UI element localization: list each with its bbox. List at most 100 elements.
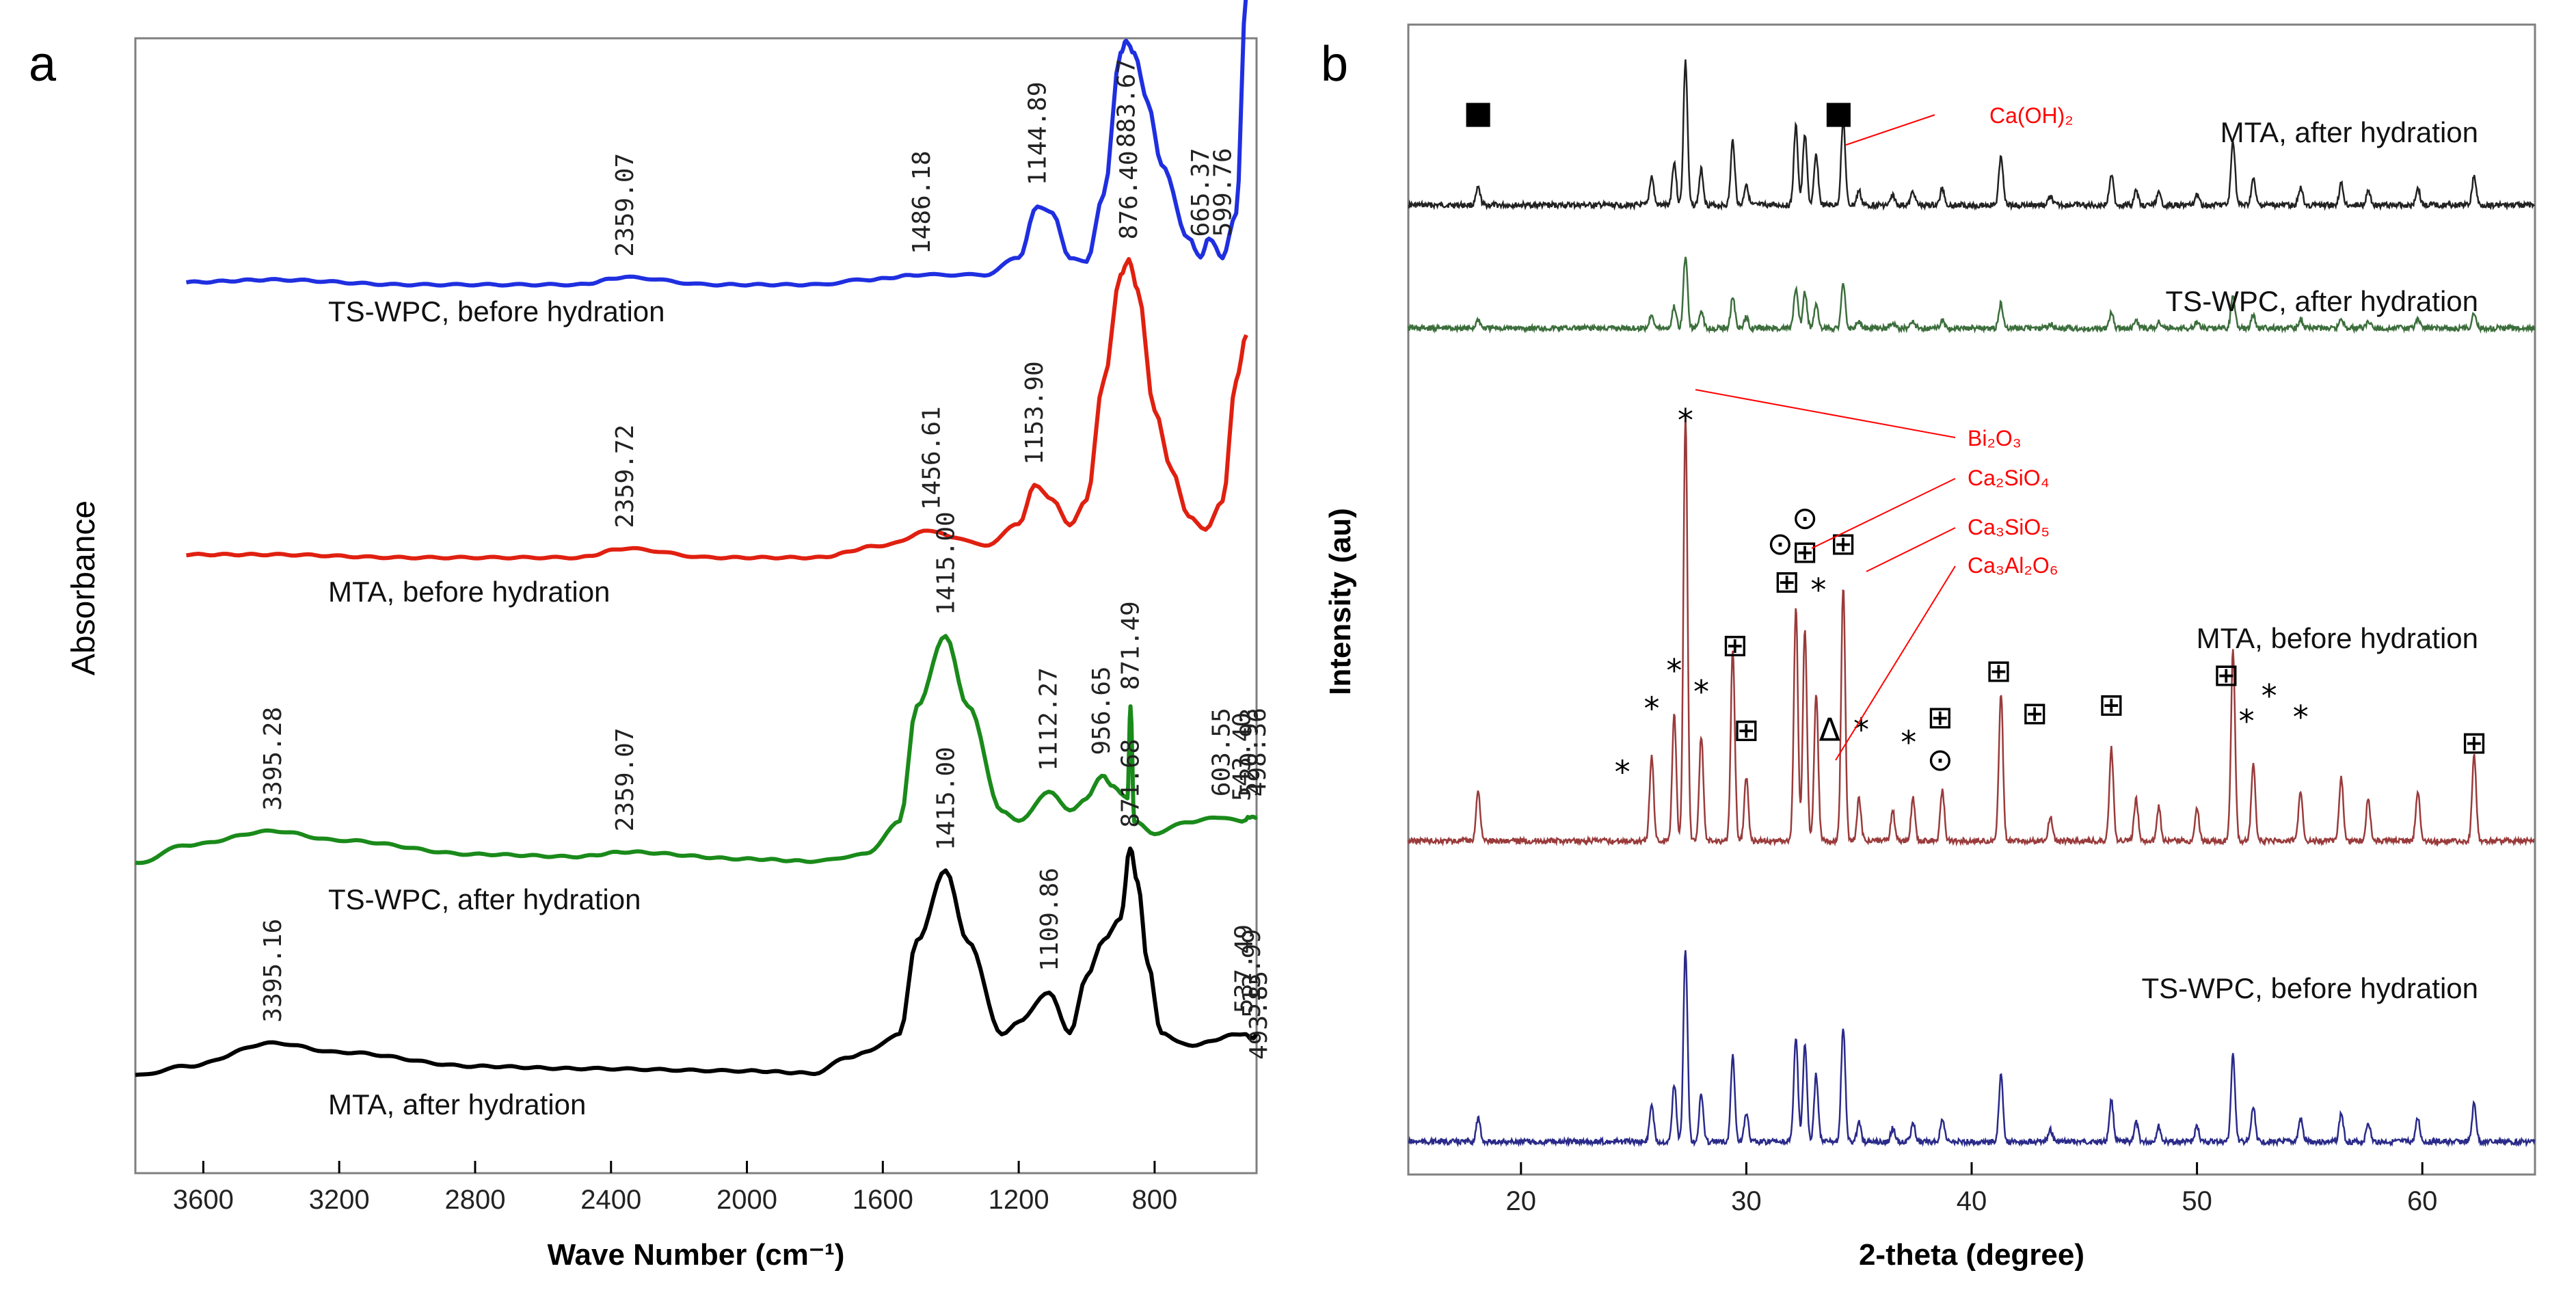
panel-b-phase-marker: ⊙ (1767, 525, 1794, 562)
panel-a-peak-label: 1153.90 (1021, 361, 1049, 465)
panel-a-series-group (135, 0, 1259, 1077)
panel-a-peak-label: 498.36 (1244, 708, 1272, 796)
panel-a-peak-label: 956.65 (1088, 666, 1116, 755)
panel-b-phase-marker: * (2262, 678, 2277, 714)
panel-letter-a: a (29, 37, 57, 92)
panel-a-series-labels: TS-WPC, before hydration MTA, before hydr… (328, 295, 665, 1121)
panel-b-phase-marker: * (1615, 754, 1631, 791)
panel-b-x-tick-label: 40 (1957, 1186, 1987, 1216)
panel-b-series-label-3: TS-WPC, before hydration (2141, 972, 2478, 1004)
panel-a-peak-label: 520.93 (1236, 708, 1264, 796)
panel-a-peak-label: 1456.61 (918, 406, 946, 510)
panel-b-series-line-0 (1408, 59, 2536, 211)
panel-a-peak-label: 2359.07 (611, 727, 639, 831)
panel-b-series-labels: MTA, after hydration TS-WPC, after hydrat… (2141, 116, 2478, 1004)
panel-b-phase-marker: ⊞ (1773, 563, 1800, 600)
panel-b-phase-marker: * (2293, 699, 2309, 736)
panel-b-phase-marker: ⊙ (1792, 500, 1819, 537)
panel-b-legend-leader (1695, 389, 1956, 438)
panel-b-legend-leader (1866, 527, 1956, 572)
panel-a-series-line-0 (185, 0, 1248, 288)
panel-b-legend-leader (1845, 114, 1935, 146)
panel-a-peak-label: 493.85 (1245, 971, 1273, 1060)
panel-b-phase-marker: ⊞ (1792, 533, 1819, 570)
panel-a-y-axis-label: Absorbance (66, 500, 102, 675)
panel-b-phase-marker: * (1643, 690, 1659, 727)
panel-b-series-line-3 (1408, 950, 2536, 1148)
panel-a-x-tick-label: 1200 (989, 1185, 1049, 1215)
panel-b-phase-marker: ⊞ (2213, 656, 2240, 693)
panel-a-x-axis: 3600 3200 2800 2400 2000 1600 1200 800 (173, 1161, 1177, 1215)
panel-b-phase-marker: * (1853, 712, 1869, 749)
panel-b-legend-compound: Ca₃Al₂O₆ (1968, 553, 2058, 578)
panel-b-x-tick-label: 30 (1731, 1186, 1762, 1216)
panel-b-y-axis-label: Intensity (au) (1324, 508, 1357, 695)
panel-a-peak-label: 1486.18 (908, 150, 936, 254)
panel-b-series-label-2: MTA, before hydration (2197, 622, 2478, 654)
panel-b-x-axis: 20 30 40 50 60 (1506, 1162, 2438, 1216)
panel-b-series-label-1: TS-WPC, after hydration (2166, 285, 2478, 317)
panel-b-phase-marker: ■ (1824, 94, 1853, 131)
panel-a-x-axis-label: Wave Number (cm⁻¹) (548, 1238, 845, 1272)
panel-a-peak-label: 3395.28 (259, 707, 287, 811)
panel-a-peak-label: 876.40 (1115, 150, 1143, 239)
panel-b-phase-marker: * (2239, 703, 2255, 740)
panel-b-x-tick-label: 60 (2407, 1186, 2438, 1216)
panel-b-phase-marker: * (1678, 402, 1693, 439)
panel-a-peak-label: 603.55 (1208, 708, 1236, 796)
panel-b-phase-markers: ■ ■*****⊞⊞⊙⊞⊞⊙*⊞Δ * *⊞⊙⊞⊞ ⊞⊞***⊞ (1463, 94, 2487, 791)
panel-a-series-label-1: MTA, before hydration (328, 576, 610, 608)
panel-b-phase-marker: * (1666, 652, 1682, 689)
panel-a-series-label-3: MTA, after hydration (328, 1088, 586, 1121)
panel-a-series-label-0: TS-WPC, before hydration (328, 295, 665, 327)
panel-a-series-label-2: TS-WPC, after hydration (328, 883, 641, 915)
panel-b-phase-marker: ⊞ (2022, 695, 2048, 732)
panel-b-phase-marker: ⊞ (1927, 699, 1954, 736)
panel-b-phase-marker: * (1901, 724, 1916, 761)
panel-a-ftir-chart: 3600 3200 2800 2400 2000 1600 1200 800 Absorban… (66, 0, 1273, 1272)
panel-b-series-line-2 (1407, 414, 2535, 847)
panel-b-x-tick-label: 20 (1506, 1186, 1537, 1216)
panel-b-series-label-0: MTA, after hydration (2221, 116, 2478, 148)
panel-b-series-line-1 (1407, 256, 2536, 334)
panel-a-peak-label: 3395.16 (259, 919, 287, 1023)
panel-b-phase-marker: ⊙ (1927, 741, 1954, 778)
panel-b-phase-marker: * (1810, 572, 1826, 608)
panel-a-x-tick-label: 800 (1132, 1185, 1178, 1215)
panel-b-phase-marker: Δ (1819, 712, 1841, 749)
panel-a-plot-frame (134, 37, 1258, 1175)
panel-a-peak-label: 1109.86 (1036, 868, 1064, 971)
panel-b-xrd-chart: 20 30 40 50 60 Intensity (au) 2-theta (degre… (1324, 23, 2536, 1272)
panel-b-phase-marker: ⊞ (2461, 724, 2488, 761)
panel-a-peak-label: 871.49 (1116, 601, 1144, 690)
panel-b-phase-marker: ⊞ (1830, 525, 1857, 562)
panel-a-series-line-2 (135, 634, 1259, 866)
panel-b-legend-compound: Ca₂SiO₄ (1968, 466, 2050, 490)
panel-b-phase-marker: ■ (1463, 94, 1492, 131)
panel-a-x-tick-label: 2000 (716, 1185, 777, 1215)
panel-b-x-axis-label: 2-theta (degree) (1859, 1238, 2084, 1272)
panel-a-peak-label: 1415.00 (932, 511, 960, 615)
panel-a-peak-label: 543.40 (1228, 712, 1256, 801)
panel-letter-b: b (1321, 37, 1348, 92)
panel-a-peak-label: 2359.07 (611, 153, 639, 257)
panel-b-x-tick-label: 50 (2182, 1186, 2212, 1216)
panel-a-peak-label: 513.99 (1238, 929, 1266, 1018)
panel-a-peak-label: 599.76 (1209, 148, 1237, 237)
panel-b-phase-marker: ⊞ (1985, 652, 2012, 689)
panel-a-peak-label: 1144.89 (1024, 81, 1052, 185)
panel-a-series-line-3 (135, 846, 1259, 1077)
panel-a-peak-label: 883.67 (1112, 59, 1140, 148)
panel-b-legend-compound: Ca(OH)₂ (1989, 103, 2074, 128)
panel-b-phase-marker: * (1693, 673, 1709, 710)
panel-a-peak-label: 1415.00 (932, 747, 960, 850)
panel-a-peak-label: 665.37 (1187, 148, 1215, 237)
panel-b-phase-marker: ⊞ (1722, 627, 1749, 664)
panel-b-legend-compound: Bi₂O₃ (1968, 426, 2022, 451)
panel-a-peak-label: 2359.72 (611, 425, 639, 528)
panel-a-x-tick-label: 3600 (173, 1185, 234, 1215)
panel-b-legend-leader (1835, 565, 1956, 761)
panel-a-x-tick-label: 1600 (853, 1185, 913, 1215)
